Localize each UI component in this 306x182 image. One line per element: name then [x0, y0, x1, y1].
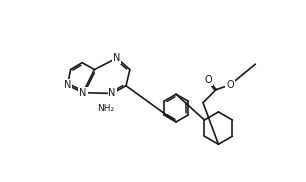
Text: O: O [226, 80, 234, 90]
Text: N: N [109, 88, 116, 98]
Text: N: N [79, 88, 87, 98]
Text: N: N [113, 53, 121, 63]
Text: NH₂: NH₂ [97, 104, 114, 113]
Text: N: N [64, 80, 71, 90]
Text: O: O [205, 75, 212, 85]
